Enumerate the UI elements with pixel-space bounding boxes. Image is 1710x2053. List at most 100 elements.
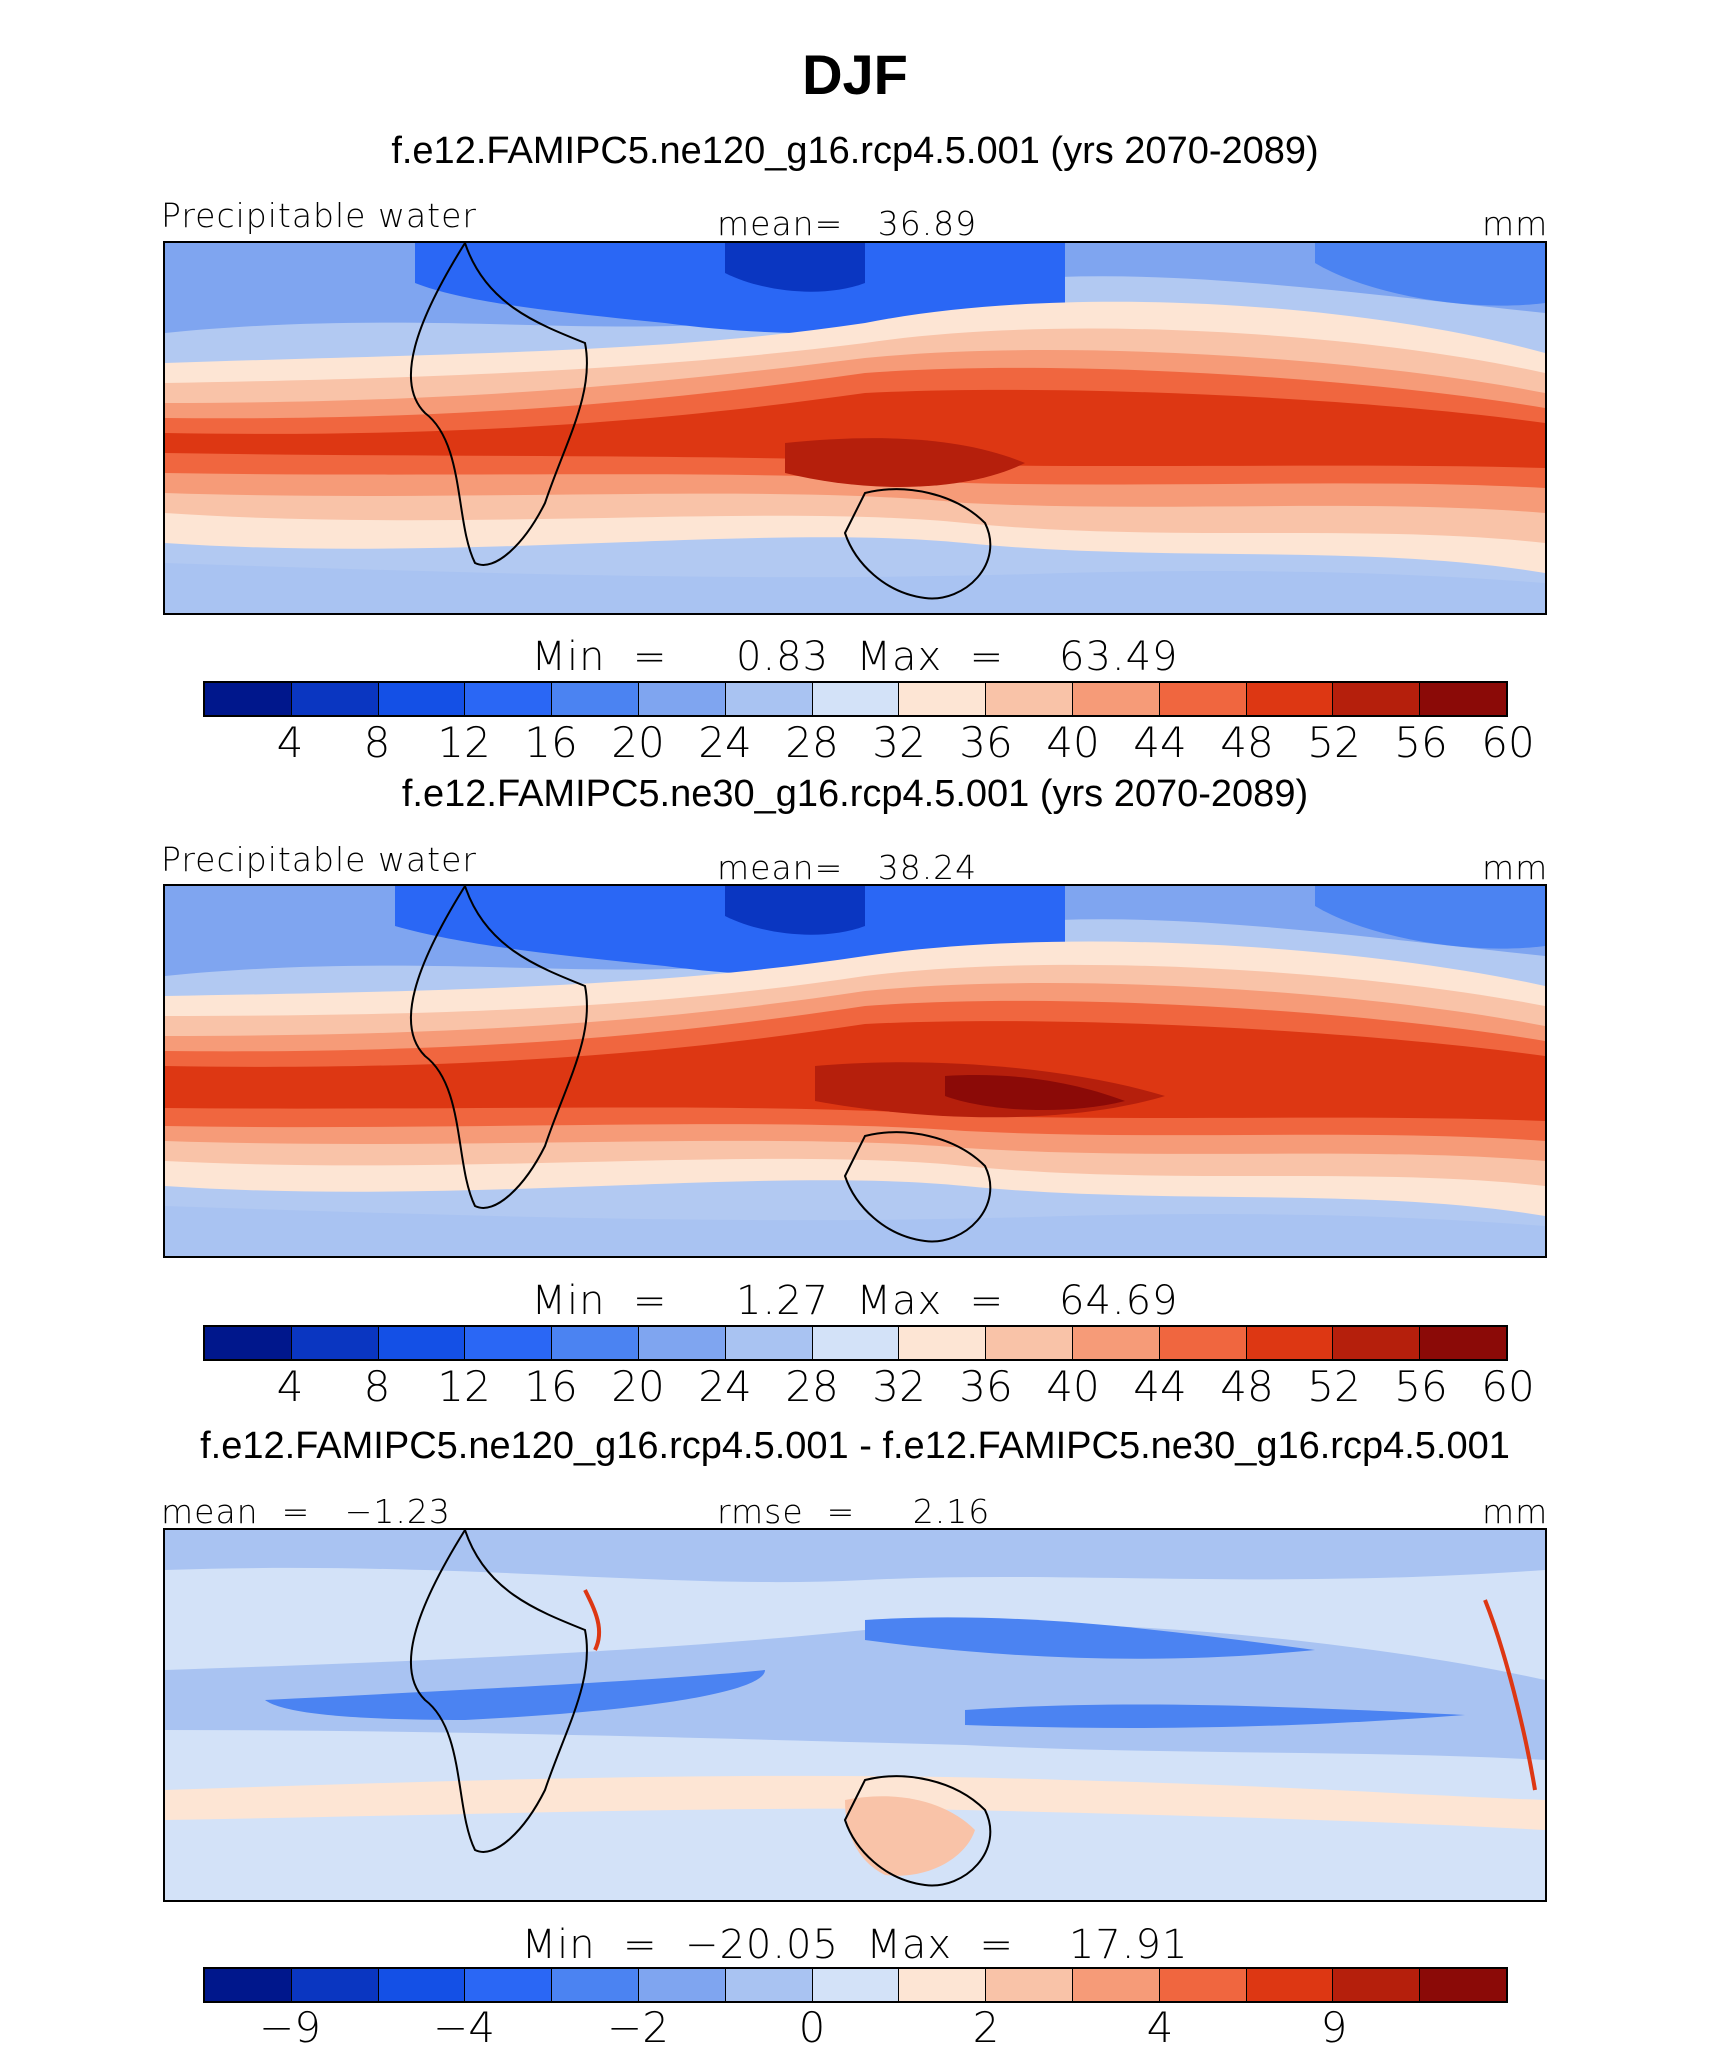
colorbar-swatch <box>552 683 639 715</box>
colorbar-tick-label: 4 <box>276 718 304 767</box>
colorbar-tick-label: 0 <box>798 2003 826 2052</box>
panel1-units: mm <box>1482 204 1549 243</box>
colorbar-swatch <box>638 1327 726 1359</box>
panel3-units: mm <box>1482 1492 1549 1531</box>
colorbar-tick-label: 2 <box>972 2003 1000 2052</box>
colorbar-swatch <box>812 683 900 715</box>
panel2-colorbar <box>203 1325 1508 1361</box>
colorbar-swatch <box>291 1327 379 1359</box>
colorbar-tick-label: 20 <box>611 718 665 767</box>
colorbar-swatch <box>465 1327 553 1359</box>
panel1-case-title: f.e12.FAMIPC5.ne120_g16.rcp4.5.001 (yrs … <box>391 130 1319 172</box>
colorbar-swatch <box>378 1969 466 2001</box>
panel1-min-max: Min = 0.83 Max = 63.49 <box>531 634 1179 680</box>
colorbar-swatch <box>1159 1327 1247 1359</box>
panel1-variable-label: Precipitable water <box>161 196 477 235</box>
colorbar-swatch <box>552 1969 639 2001</box>
colorbar-swatch <box>1246 1969 1334 2001</box>
colorbar-swatch <box>205 1327 292 1359</box>
panel2-contour-field <box>165 886 1545 1256</box>
colorbar-swatch <box>378 1327 466 1359</box>
colorbar-tick-label: 28 <box>785 718 839 767</box>
colorbar-swatch <box>1246 1327 1334 1359</box>
colorbar-swatch <box>638 683 726 715</box>
colorbar-tick-label: 60 <box>1481 718 1535 767</box>
colorbar-tick-label: −2 <box>607 2003 669 2052</box>
colorbar-tick-label: 12 <box>437 718 491 767</box>
panel1-map <box>163 241 1547 615</box>
panel1-colorbar-labels: 4 8 12 16 20 24 28 32 36 40 44 48 52 56 60 <box>203 718 1535 768</box>
panel3-colorbar-labels: −9 −4 −2 0 2 4 9 <box>203 2003 1508 2053</box>
colorbar-swatch <box>465 683 553 715</box>
panel2-mean: mean= 38.24 <box>717 848 978 887</box>
colorbar-swatch <box>552 1327 639 1359</box>
colorbar-tick-label: 52 <box>1307 718 1361 767</box>
colorbar-swatch <box>725 683 813 715</box>
panel1-contour-field <box>165 243 1545 613</box>
colorbar-tick-label: 36 <box>959 1362 1013 1411</box>
colorbar-swatch <box>1159 683 1247 715</box>
colorbar-swatch <box>725 1969 813 2001</box>
colorbar-swatch <box>378 683 466 715</box>
panel1-colorbar <box>203 681 1508 717</box>
colorbar-swatch <box>291 1969 379 2001</box>
colorbar-swatch <box>899 683 987 715</box>
panel3-rmse: rmse = 2.16 <box>717 1492 991 1531</box>
panel2-variable-label: Precipitable water <box>161 840 477 879</box>
colorbar-swatch <box>1072 683 1160 715</box>
colorbar-tick-label: 52 <box>1307 1362 1361 1411</box>
colorbar-swatch <box>986 1327 1073 1359</box>
colorbar-swatch <box>205 1969 292 2001</box>
colorbar-tick-label: 40 <box>1046 718 1100 767</box>
colorbar-swatch <box>1159 1969 1247 2001</box>
panel2-colorbar-labels: 4 8 12 16 20 24 28 32 36 40 44 48 52 56 60 <box>203 1362 1535 1412</box>
colorbar-tick-label: 44 <box>1133 718 1187 767</box>
panel3-min-max: Min = −20.05 Max = 17.91 <box>521 1922 1189 1968</box>
colorbar-swatch <box>986 683 1073 715</box>
colorbar-tick-label: 8 <box>363 718 391 767</box>
colorbar-swatch <box>1333 1327 1421 1359</box>
colorbar-tick-label: 48 <box>1220 1362 1274 1411</box>
colorbar-swatch <box>1420 1327 1506 1359</box>
colorbar-tick-label: 40 <box>1046 1362 1100 1411</box>
colorbar-swatch <box>986 1969 1073 2001</box>
colorbar-tick-label: 28 <box>785 1362 839 1411</box>
colorbar-tick-label: 16 <box>524 1362 578 1411</box>
colorbar-tick-label: 48 <box>1220 718 1274 767</box>
colorbar-tick-label: 36 <box>959 718 1013 767</box>
colorbar-swatch <box>1072 1327 1160 1359</box>
colorbar-swatch <box>465 1969 553 2001</box>
colorbar-swatch <box>1072 1969 1160 2001</box>
colorbar-tick-label: 60 <box>1481 1362 1535 1411</box>
colorbar-swatch <box>1333 683 1421 715</box>
colorbar-swatch <box>899 1969 987 2001</box>
panel3-contour-field <box>165 1530 1545 1900</box>
colorbar-tick-label: 4 <box>1146 2003 1174 2052</box>
colorbar-tick-label: 32 <box>872 718 926 767</box>
colorbar-tick-label: 44 <box>1133 1362 1187 1411</box>
colorbar-tick-label: −9 <box>259 2003 321 2052</box>
panel1-mean: mean= 36.89 <box>717 204 978 243</box>
main-title: DJF <box>802 43 908 106</box>
colorbar-tick-label: 12 <box>437 1362 491 1411</box>
colorbar-swatch <box>812 1327 900 1359</box>
colorbar-swatch <box>1333 1969 1421 2001</box>
colorbar-swatch <box>812 1969 900 2001</box>
colorbar-tick-label: 16 <box>524 718 578 767</box>
colorbar-tick-label: 4 <box>276 1362 304 1411</box>
panel2-units: mm <box>1482 848 1549 887</box>
colorbar-swatch <box>725 1327 813 1359</box>
colorbar-swatch <box>1246 683 1334 715</box>
panel3-mean: mean = −1.23 <box>161 1492 451 1531</box>
colorbar-tick-label: −4 <box>433 2003 495 2052</box>
colorbar-swatch <box>205 683 292 715</box>
colorbar-swatch <box>1420 1969 1506 2001</box>
colorbar-tick-label: 24 <box>698 718 752 767</box>
colorbar-tick-label: 8 <box>363 1362 391 1411</box>
panel2-map <box>163 884 1547 1258</box>
panel3-map <box>163 1528 1547 1902</box>
colorbar-swatch <box>291 683 379 715</box>
colorbar-tick-label: 56 <box>1394 718 1448 767</box>
colorbar-tick-label: 32 <box>872 1362 926 1411</box>
colorbar-tick-label: 20 <box>611 1362 665 1411</box>
